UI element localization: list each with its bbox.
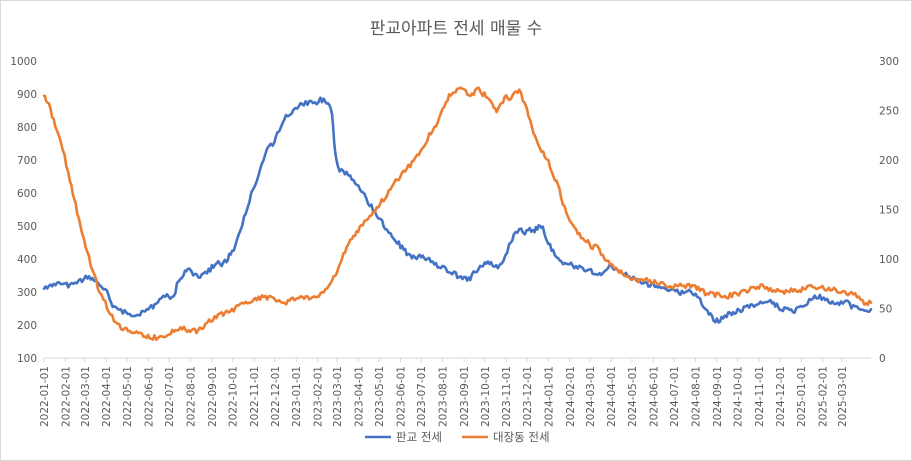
x-axis-tick-label: 2024-09-01 xyxy=(712,366,724,427)
series-line-daejang xyxy=(42,86,873,342)
right-axis-tick-label: 300 xyxy=(879,56,899,68)
x-axis-tick-label: 2022-09-01 xyxy=(207,366,219,427)
right-axis-ticks: 0 50 100 150 200 250 300 xyxy=(879,56,899,365)
left-axis-tick-label: 600 xyxy=(17,188,37,200)
x-axis-tick-label: 2023-01-01 xyxy=(291,366,303,427)
x-axis-tick-label: 2022-03-01 xyxy=(80,366,92,427)
series-line-pangyo xyxy=(42,96,873,324)
x-axis-tick-label: 2024-04-01 xyxy=(606,366,618,427)
x-axis-tick-label: 2024-10-01 xyxy=(733,366,745,427)
x-axis-tick-label: 2025-01-01 xyxy=(796,366,808,427)
x-axis-tick-label: 2023-07-01 xyxy=(416,366,428,427)
x-axis-tick-label: 2023-03-01 xyxy=(332,366,344,427)
left-axis-tick-label: 700 xyxy=(17,155,37,167)
left-axis-tick-label: 800 xyxy=(17,122,37,134)
x-axis-tick-label: 2022-12-01 xyxy=(270,366,282,427)
x-axis-tick-label: 2023-04-01 xyxy=(353,366,365,427)
legend-label: 대장동 전세 xyxy=(493,430,550,444)
legend-label: 판교 전세 xyxy=(396,430,442,444)
x-axis-tick-label: 2025-02-01 xyxy=(818,366,830,427)
x-axis-tick-label: 2024-02-01 xyxy=(565,366,577,427)
right-axis-tick-label: 100 xyxy=(879,254,899,266)
x-axis-tick-label: 2024-03-01 xyxy=(585,366,597,427)
x-axis-tick-label: 2022-08-01 xyxy=(185,366,197,427)
x-axis-tick-label: 2022-10-01 xyxy=(228,366,240,427)
x-axis-tick-label: 2024-01-01 xyxy=(543,366,555,427)
x-axis-tick-label: 2023-11-01 xyxy=(501,366,513,427)
right-axis-tick-label: 200 xyxy=(879,155,899,167)
left-axis-ticks: 100 200 300 400 500 600 700 800 900 1000 xyxy=(10,56,37,365)
legend: 판교 전세 대장동 전세 xyxy=(365,430,550,444)
x-axis-tick-label: 2023-09-01 xyxy=(459,366,471,427)
x-axis-tick-label: 2022-04-01 xyxy=(101,366,113,427)
left-axis-tick-label: 900 xyxy=(17,89,37,101)
x-axis-tick-label: 2022-06-01 xyxy=(143,366,155,427)
x-axis-tick-label: 2024-11-01 xyxy=(754,366,766,427)
x-axis-tick-label: 2023-08-01 xyxy=(438,366,450,427)
left-axis-tick-label: 400 xyxy=(17,254,37,266)
left-axis-tick-label: 1000 xyxy=(10,56,37,68)
x-axis-tick-label: 2022-11-01 xyxy=(249,366,261,427)
left-axis-tick-label: 100 xyxy=(17,353,37,365)
right-axis-tick-label: 250 xyxy=(879,106,899,118)
x-axis-tick-label: 2025-03-01 xyxy=(837,366,849,427)
x-axis-tick-label: 2023-06-01 xyxy=(396,366,408,427)
x-axis-tick-label: 2022-07-01 xyxy=(164,366,176,427)
x-axis-tick-label: 2022-02-01 xyxy=(60,366,72,427)
right-axis-tick-label: 0 xyxy=(879,353,886,365)
left-axis-tick-label: 300 xyxy=(17,287,37,299)
x-axis-tick-label: 2024-05-01 xyxy=(627,366,639,427)
x-axis-tick-label: 2024-08-01 xyxy=(691,366,703,427)
left-axis-tick-label: 500 xyxy=(17,221,37,233)
chart-title: 판교아파트 전세 매물 수 xyxy=(370,19,543,39)
x-axis-tick-label: 2023-12-01 xyxy=(522,366,534,427)
x-axis-tick-label: 2022-05-01 xyxy=(122,366,134,427)
x-axis-tick-label: 2023-02-01 xyxy=(313,366,325,427)
x-axis-tick-label: 2023-05-01 xyxy=(374,366,386,427)
x-axis-tick-label: 2024-07-01 xyxy=(669,366,681,427)
x-axis-tick-label: 2024-06-01 xyxy=(648,366,660,427)
right-axis-tick-label: 50 xyxy=(879,304,892,316)
x-axis-ticks: 2022-01-01 2022-02-01 2022-03-01 2022-04-01… xyxy=(39,358,849,427)
x-axis-tick-label: 2024-12-01 xyxy=(775,366,787,427)
x-axis-tick-label: 2022-01-01 xyxy=(39,366,51,427)
right-axis-tick-label: 150 xyxy=(879,205,899,217)
left-axis-tick-label: 200 xyxy=(17,320,37,332)
series-lines xyxy=(42,86,873,342)
x-axis-tick-label: 2023-10-01 xyxy=(480,366,492,427)
